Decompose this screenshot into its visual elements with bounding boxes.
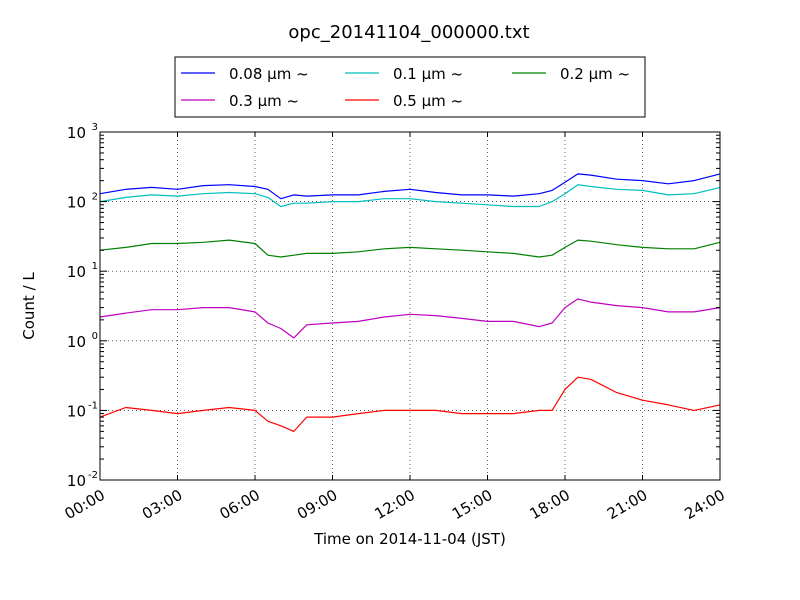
x-tick-label: 18:00	[527, 486, 573, 523]
series-line-4	[99, 376, 721, 432]
y-tick-label: 10	[67, 472, 86, 490]
series-line-3	[99, 298, 721, 339]
y-tick-exponent: -2	[88, 470, 98, 481]
y-tick-label: 10	[67, 194, 86, 212]
x-tick-label: 06:00	[217, 486, 263, 523]
series-lines	[99, 173, 721, 432]
grid-lines	[100, 132, 720, 480]
y-tick-exponent: -1	[88, 400, 98, 411]
legend-frame	[174, 56, 646, 118]
x-tick-label: 03:00	[139, 486, 185, 523]
y-tick-label: 10	[67, 124, 86, 142]
x-tick-label: 09:00	[294, 486, 340, 523]
y-tick-label: 10	[67, 402, 86, 420]
y-tick-label: 10	[67, 263, 86, 281]
y-tick-exponent: 3	[92, 122, 98, 133]
series-line-2	[99, 239, 721, 258]
legend-label-1: 0.1 μm ~	[393, 65, 463, 83]
legend: 0.08 μm ~ 0.1 μm ~ 0.2 μm ~ 0.3 μm ~ 0.5 μm …	[174, 56, 646, 118]
x-tick-label: 12:00	[372, 486, 418, 523]
legend-label-3: 0.3 μm ~	[229, 92, 299, 110]
y-tick-label: 10	[67, 333, 86, 351]
axis-ticks	[99, 131, 721, 481]
y-tick-exponent: 2	[92, 192, 98, 203]
legend-label-2: 0.2 μm ~	[560, 65, 630, 83]
x-tick-labels: 00:00 03:00 06:00 09:00 12:00 15:00 18:00 21:00…	[62, 486, 728, 523]
series-line-1	[99, 184, 721, 208]
series-line-0	[99, 173, 721, 200]
x-tick-label: 24:00	[682, 486, 728, 523]
x-tick-label: 00:00	[62, 486, 108, 523]
x-tick-label: 21:00	[604, 486, 650, 523]
x-tick-label: 15:00	[449, 486, 495, 523]
y-tick-exponent: 0	[92, 331, 98, 342]
legend-label-4: 0.5 μm ~	[393, 92, 463, 110]
chart-title: opc_20141104_000000.txt	[288, 22, 529, 43]
legend-label-0: 0.08 μm ~	[229, 65, 309, 83]
x-axis-label: Time on 2014-11-04 (JST)	[313, 530, 506, 548]
y-tick-exponent: 1	[92, 261, 98, 272]
y-axis-label: Count / L	[20, 272, 38, 340]
